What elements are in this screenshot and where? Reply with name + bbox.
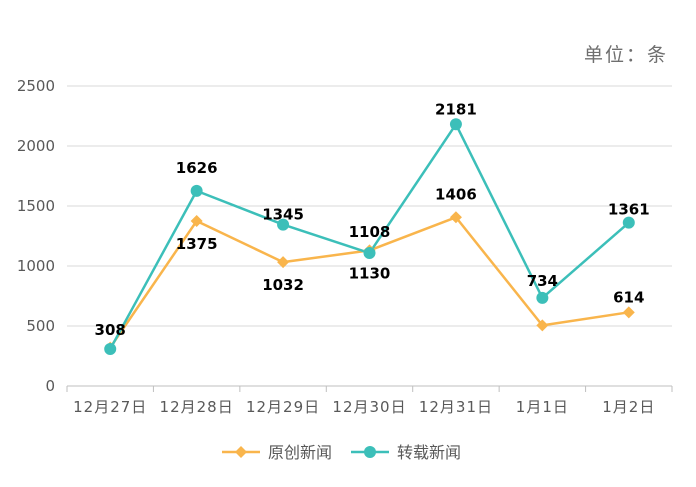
y-tick-label: 1500 [17, 197, 55, 215]
legend-original-label: 原创新闻 [268, 443, 332, 462]
legend-reprint-label: 转载新闻 [397, 443, 461, 462]
original-news-point [536, 319, 549, 332]
y-tick-label: 2000 [17, 137, 55, 155]
original-news-data-label: 1406 [435, 185, 477, 203]
x-tick-label: 1月1日 [516, 398, 569, 416]
original-news-data-label: 1375 [176, 235, 218, 253]
reprint-news-data-label: 734 [527, 272, 558, 290]
reprint-news-data-label: 1626 [176, 159, 218, 177]
reprint-news-point [449, 118, 462, 131]
reprint-news-point [190, 184, 203, 197]
legend-reprint-marker [364, 446, 376, 458]
y-tick-label: 1000 [17, 257, 55, 275]
x-tick-label: 12月31日 [419, 398, 493, 416]
x-tick-label: 12月29日 [246, 398, 320, 416]
original-news-point [449, 211, 462, 224]
reprint-news-data-label: 1108 [349, 223, 391, 241]
y-tick-label: 500 [26, 317, 55, 335]
reprint-news-point [363, 247, 376, 260]
unit-label: 单位：条 [583, 44, 668, 66]
reprint-news-data-label: 2181 [435, 100, 477, 118]
reprint-news-point [277, 218, 290, 231]
original-news-data-label: 614 [613, 288, 644, 306]
y-tick-label: 2500 [17, 77, 55, 95]
reprint-news-data-label: 1361 [608, 201, 650, 219]
reprint-news-point [622, 216, 635, 229]
reprint-news-data-label: 1345 [262, 206, 304, 224]
x-tick-label: 12月28日 [160, 398, 234, 416]
original-news-point [622, 306, 635, 319]
y-tick-label: 0 [45, 377, 55, 395]
original-news-data-label: 1130 [349, 264, 391, 282]
reprint-news-data-label: 308 [95, 321, 126, 339]
x-tick-label: 12月30日 [332, 398, 406, 416]
original-news-data-label: 1032 [262, 276, 304, 294]
x-tick-label: 12月27日 [73, 398, 147, 416]
reprint-news-point [104, 343, 117, 356]
original-news-point [190, 215, 203, 227]
original-news-point [277, 256, 290, 269]
x-tick-label: 1月2日 [602, 398, 655, 416]
legend-original-marker [235, 446, 247, 458]
reprint-news-point [536, 291, 549, 304]
